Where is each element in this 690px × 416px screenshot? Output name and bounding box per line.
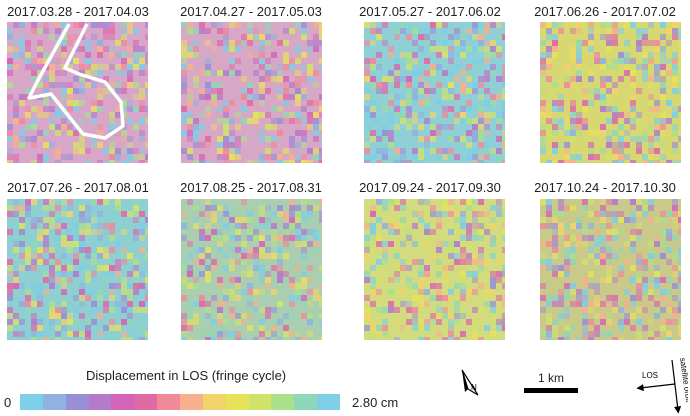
colorbar-segment	[271, 394, 295, 410]
panel-caption: 2017.04.27 - 2017.05.03	[180, 4, 322, 19]
colorbar-segment	[157, 394, 181, 410]
panel-caption: 2017.09.24 - 2017.09.30	[359, 180, 501, 195]
colorbar-segment	[111, 394, 135, 410]
colorbar-segment	[88, 394, 112, 410]
orbit-arrow	[671, 359, 682, 414]
colorbar	[20, 394, 341, 410]
colorbar-segment	[317, 394, 341, 410]
panel-caption: 2017.10.24 - 2017.10.30	[534, 180, 676, 195]
interferogram-panel	[7, 199, 148, 340]
north-arrow-icon: N	[458, 368, 482, 398]
panel-caption: 2017.05.27 - 2017.06.02	[359, 4, 501, 19]
colorbar-segment	[65, 394, 89, 410]
interferogram-panel	[181, 199, 322, 340]
panel-caption: 2017.03.28 - 2017.04.03	[7, 4, 149, 19]
colorbar-segment	[225, 394, 249, 410]
panel-caption: 2017.06.26 - 2017.07.02	[534, 4, 676, 19]
orbit-label: satellite orbit	[678, 357, 688, 403]
panel-caption: 2017.07.26 - 2017.08.01	[7, 180, 149, 195]
interferogram-panel	[364, 199, 505, 340]
colorbar-segment	[42, 394, 66, 410]
colorbar-segment	[202, 394, 226, 410]
colorbar-title: Displacement in LOS (fringe cycle)	[86, 368, 287, 383]
interferogram-panel	[540, 22, 681, 163]
colorbar-segment	[134, 394, 158, 410]
interferogram-panel	[540, 199, 681, 340]
colorbar-segment	[180, 394, 203, 410]
north-label: N	[471, 383, 477, 392]
scale-bar-label: 1 km	[537, 371, 564, 385]
los-arrow	[636, 383, 676, 392]
colorbar-segment	[294, 394, 318, 410]
colorbar-segment	[248, 394, 272, 410]
colorbar-segment	[20, 394, 43, 410]
landslide-outline	[27, 23, 125, 140]
los-label: LOS	[642, 371, 658, 380]
interferogram-panel	[364, 22, 505, 163]
colorbar-min-label: 0	[4, 395, 12, 410]
interferogram-panel	[7, 22, 148, 163]
orbit-direction-diagram: LOS satellite orbit	[632, 354, 690, 414]
colorbar-max-label: 2.80 cm	[352, 395, 399, 410]
panel-caption: 2017.08.25 - 2017.08.31	[180, 180, 322, 195]
interferogram-panel	[181, 22, 322, 163]
scale-bar	[524, 388, 578, 393]
